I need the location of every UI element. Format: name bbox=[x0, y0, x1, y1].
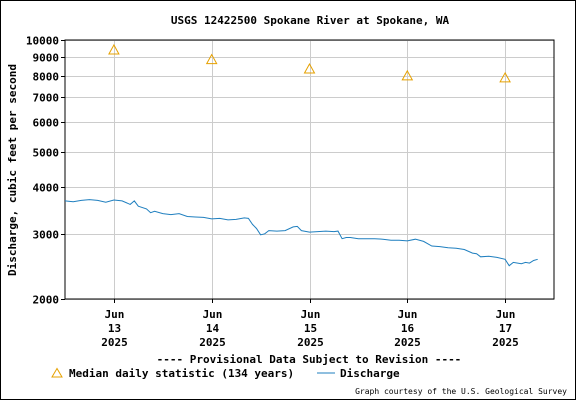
legend-median-label: Median daily statistic (134 years) bbox=[69, 367, 294, 380]
grid-lines bbox=[65, 40, 554, 300]
x-tick-month: Jun bbox=[105, 308, 125, 321]
x-tick-year: 2025 bbox=[199, 336, 226, 349]
discharge-line bbox=[64, 199, 538, 267]
y-tick-label: 9000 bbox=[33, 52, 60, 65]
x-tick-day: 14 bbox=[206, 322, 220, 335]
x-tick-month: Jun bbox=[398, 308, 418, 321]
y-tick-label: 4000 bbox=[33, 182, 60, 195]
y-axis: 2000 3000 4000 5000 6000 7000 8000 9000 10000 bbox=[26, 35, 65, 307]
y-tick-label: 3000 bbox=[33, 229, 60, 242]
chart-title: USGS 12422500 Spokane River at Spokane, … bbox=[171, 14, 450, 27]
x-tick-year: 2025 bbox=[101, 336, 128, 349]
provisional-notice: ---- Provisional Data Subject to Revisio… bbox=[157, 353, 462, 366]
legend-median-marker bbox=[51, 367, 63, 378]
y-tick-label: 6000 bbox=[33, 117, 60, 130]
x-tick-day: 13 bbox=[108, 322, 121, 335]
series-layer bbox=[64, 43, 538, 267]
y-tick-label: 7000 bbox=[33, 92, 60, 105]
y-tick-label: 8000 bbox=[33, 71, 60, 84]
x-tick-month: Jun bbox=[301, 308, 321, 321]
x-axis: Jun132025Jun142025Jun152025Jun162025Jun1… bbox=[101, 299, 519, 349]
x-tick-year: 2025 bbox=[394, 336, 421, 349]
median-marker bbox=[205, 53, 218, 65]
y-axis-label: Discharge, cubic feet per second bbox=[6, 64, 19, 276]
median-marker bbox=[401, 69, 414, 81]
x-tick-month: Jun bbox=[203, 308, 223, 321]
median-marker bbox=[108, 43, 120, 55]
x-tick-day: 17 bbox=[499, 322, 512, 335]
x-tick-day: 16 bbox=[401, 322, 415, 335]
median-marker bbox=[499, 71, 511, 83]
x-tick-month: Jun bbox=[496, 308, 516, 321]
x-tick-year: 2025 bbox=[492, 336, 519, 349]
legend: Median daily statistic (134 years) Disch… bbox=[51, 367, 400, 380]
y-tick-label: 10000 bbox=[26, 35, 59, 48]
x-tick-year: 2025 bbox=[297, 336, 324, 349]
x-tick-day: 15 bbox=[304, 322, 317, 335]
plot-area bbox=[64, 39, 555, 300]
y-tick-label: 5000 bbox=[33, 147, 60, 160]
y-tick-label: 2000 bbox=[33, 294, 60, 307]
legend-discharge-label: Discharge bbox=[340, 367, 400, 380]
usgs-credit: Graph courtesy of the U.S. Geological Su… bbox=[355, 387, 567, 396]
median-marker bbox=[303, 62, 316, 74]
